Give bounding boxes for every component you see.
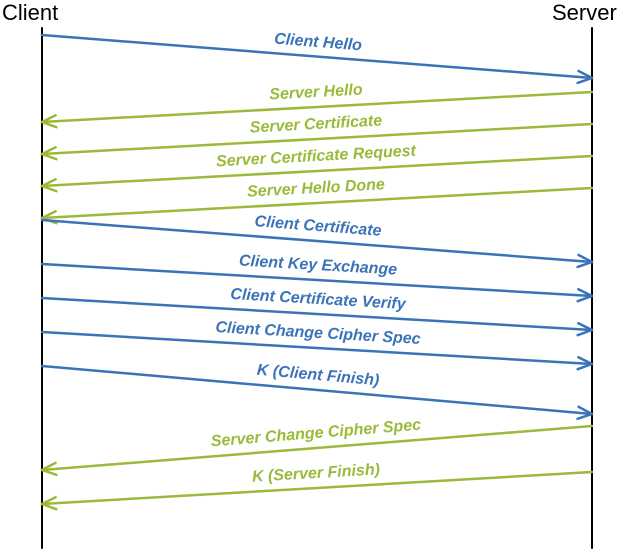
diagram-canvas <box>0 0 629 550</box>
sequence-diagram: Client Server Client HelloServer HelloSe… <box>0 0 629 550</box>
